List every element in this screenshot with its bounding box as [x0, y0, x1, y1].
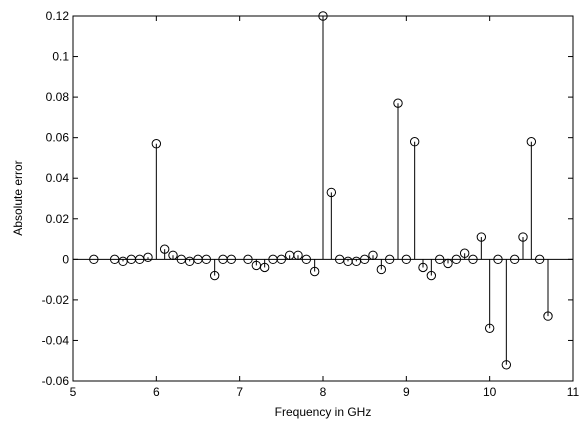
stem-marker — [518, 232, 528, 242]
stem-marker — [401, 254, 412, 265]
stem-marker — [468, 254, 478, 265]
stem-marker — [534, 254, 545, 265]
stem-marker — [301, 254, 312, 265]
stem-marker — [484, 323, 495, 333]
stem-marker — [159, 244, 170, 254]
stem-marker — [201, 254, 212, 265]
x-tick-label: 9 — [403, 385, 410, 399]
stem-marker — [493, 254, 503, 265]
x-axis-ticks: 5 6 7 8 9 10 11 — [70, 16, 580, 399]
x-tick-label: 11 — [567, 385, 580, 399]
stem-marker — [326, 187, 337, 198]
y-tick-label: 0.1 — [52, 50, 69, 64]
stem-marker — [476, 232, 487, 242]
y-tick-label: -0.04 — [42, 333, 70, 347]
y-tick-label: 0.08 — [46, 90, 70, 104]
stem-marker — [151, 139, 162, 149]
y-tick-label: 0.12 — [46, 9, 70, 23]
stem-marker — [451, 254, 462, 265]
stem-marker — [434, 254, 445, 265]
stem-marker — [426, 270, 437, 281]
stem-marker — [293, 250, 303, 260]
stem-marker — [501, 360, 512, 370]
stem-marker — [168, 250, 178, 260]
x-axis-label: Frequency in GHz — [275, 405, 372, 419]
stem-marker — [443, 258, 453, 269]
stem-marker — [418, 262, 428, 273]
stem-marker — [409, 137, 420, 147]
stem-marker — [226, 254, 237, 265]
y-tick-label: 0 — [62, 252, 69, 266]
stem-marker — [509, 254, 520, 265]
stem-marker — [243, 254, 253, 265]
stem-marker — [384, 254, 395, 265]
x-tick-label: 7 — [236, 385, 243, 399]
stem-marker — [526, 137, 537, 147]
stem-marker — [309, 266, 320, 277]
stem-marker — [89, 254, 99, 265]
stem-marker — [368, 250, 378, 260]
y-axis-ticks: -0.06 -0.04 -0.02 0 0.02 0.04 0.06 0.08 0.1 0.12 — [42, 9, 573, 388]
y-tick-label: -0.06 — [42, 374, 70, 388]
stem-marker — [259, 262, 270, 273]
stem-marker — [209, 270, 220, 281]
stem-markers — [89, 11, 553, 370]
y-tick-label: 0.06 — [46, 131, 70, 145]
y-axis-label: Absolute error — [11, 160, 25, 235]
x-tick-label: 10 — [483, 385, 497, 399]
y-tick-label: 0.04 — [46, 171, 70, 185]
stem-marker — [143, 252, 153, 263]
stem-marker — [393, 98, 403, 108]
stem-marker — [459, 248, 470, 258]
x-tick-label: 6 — [153, 385, 160, 399]
x-tick-label: 8 — [320, 385, 327, 399]
stem-marker — [359, 254, 370, 265]
stem-marker — [276, 254, 287, 265]
y-tick-label: -0.02 — [42, 293, 70, 307]
x-tick-label: 5 — [70, 385, 77, 399]
y-tick-label: 0.02 — [46, 212, 70, 226]
stem-marker — [543, 311, 553, 321]
stem-marker — [376, 264, 387, 275]
